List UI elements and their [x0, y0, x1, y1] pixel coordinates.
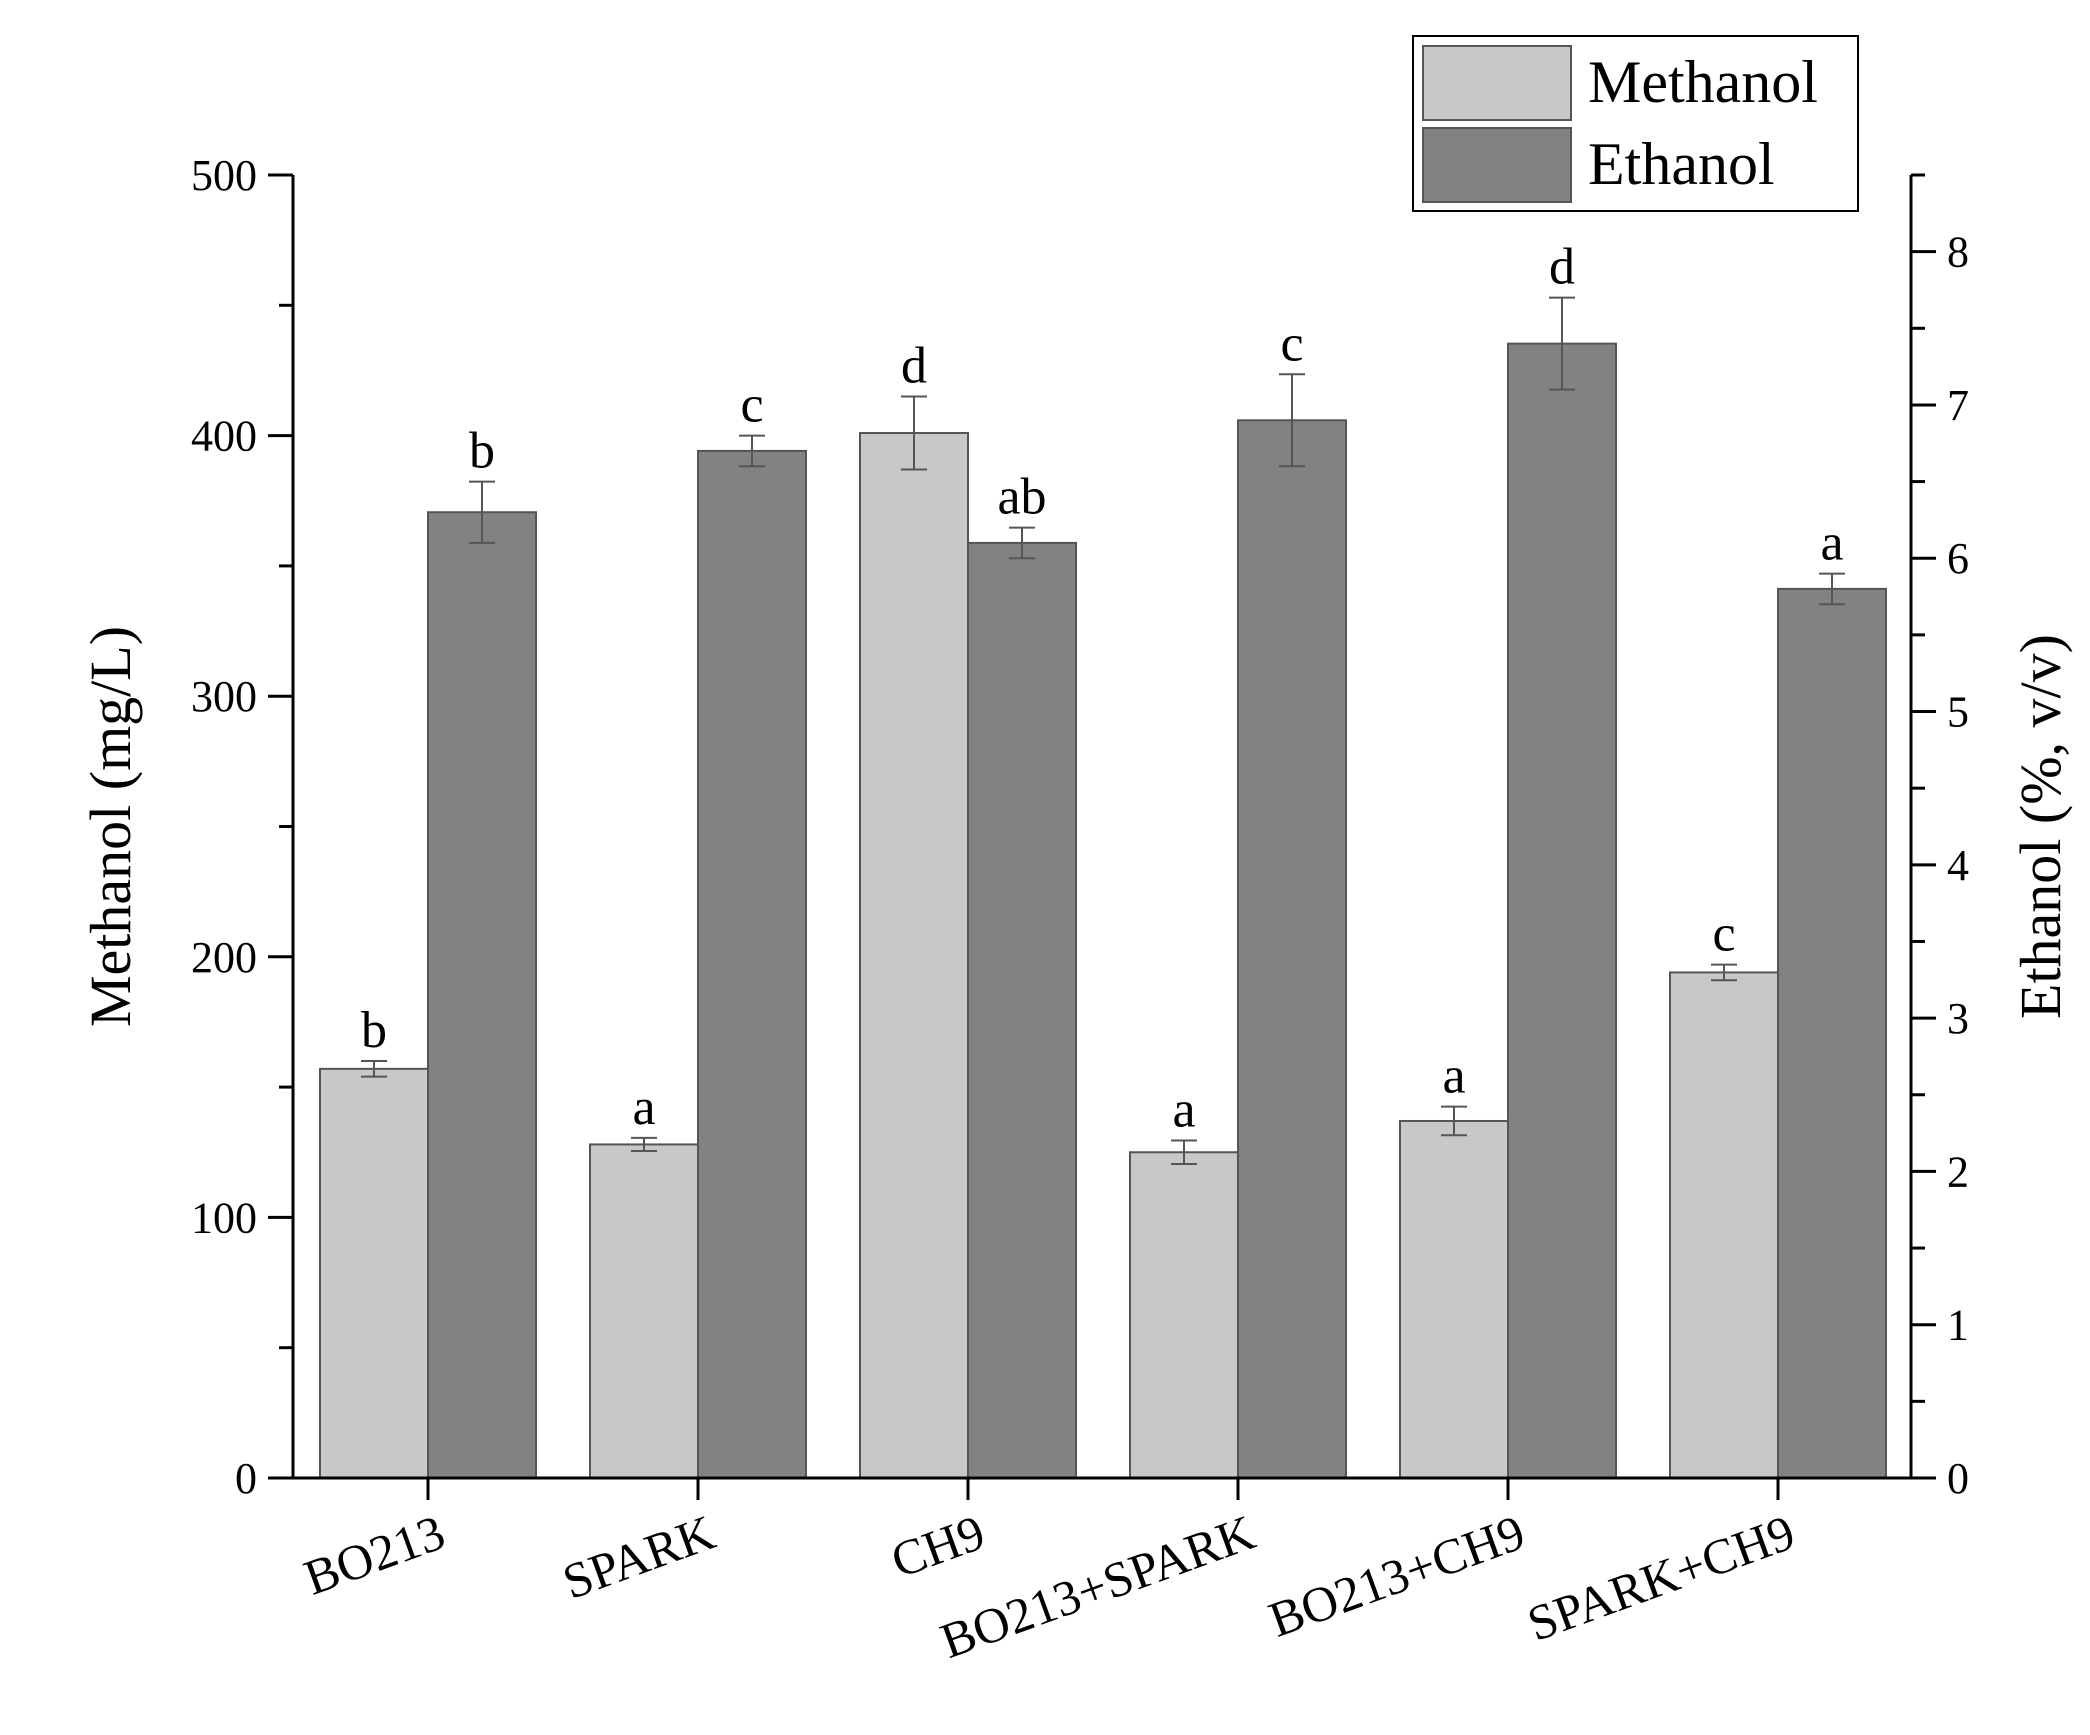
- left-tick-label: 100: [191, 1193, 257, 1242]
- significance-label-methanol-ch9: d: [901, 338, 927, 395]
- legend-label-methanol: Methanol: [1588, 49, 1818, 115]
- legend-label-ethanol: Ethanol: [1588, 131, 1775, 197]
- left-tick-label: 0: [235, 1454, 257, 1503]
- right-tick-label: 5: [1947, 688, 1969, 737]
- bar-methanol-bo213-ch9: [1399, 1119, 1509, 1480]
- significance-label-ethanol-bo213-ch9: d: [1549, 239, 1575, 296]
- right-tick-label: 8: [1947, 228, 1969, 277]
- bar-ethanol-ch9: [967, 541, 1077, 1479]
- left-tick-label: 500: [191, 151, 257, 200]
- left-axis-title: Methanol (mg/L): [78, 626, 143, 1027]
- bar-methanol-bo213: [319, 1067, 429, 1480]
- bar-ethanol-bo213-spark: [1237, 419, 1347, 1479]
- error-bars-layer: [361, 296, 1845, 1165]
- left-tick-label: 200: [191, 933, 257, 982]
- right-tick-label: 2: [1947, 1147, 1969, 1196]
- error-bar-ethanol-spark: [739, 434, 765, 468]
- error-bar-ethanol-spark-ch9: [1819, 572, 1845, 606]
- bar-methanol-bo213-spark: [1129, 1151, 1239, 1479]
- significance-label-methanol-bo213: b: [361, 1002, 387, 1059]
- bars-layer: [319, 342, 1887, 1480]
- error-bar-ethanol-bo213: [469, 480, 495, 544]
- category-label-spark: SPARK: [555, 1504, 721, 1610]
- significance-label-ethanol-bo213: b: [469, 423, 495, 480]
- bar-methanol-spark-ch9: [1669, 971, 1779, 1479]
- significance-label-ethanol-spark-ch9: a: [1820, 515, 1843, 572]
- bar-ethanol-spark-ch9: [1777, 587, 1887, 1479]
- error-bar-ethanol-ch9: [1009, 526, 1035, 560]
- right-tick-label: 6: [1947, 534, 1969, 583]
- category-label-bo213: BO213: [297, 1504, 452, 1606]
- significance-label-methanol-bo213-spark: a: [1172, 1082, 1195, 1139]
- legend-swatch-methanol: [1422, 45, 1572, 121]
- right-tick-label: 7: [1947, 381, 1969, 430]
- error-bar-methanol-ch9: [901, 395, 927, 471]
- error-bar-methanol-bo213-spark: [1171, 1139, 1197, 1165]
- error-bar-ethanol-bo213-ch9: [1549, 296, 1575, 391]
- category-label-spark-ch9: SPARK+CH9: [1520, 1504, 1802, 1652]
- significance-label-methanol-bo213-ch9: a: [1442, 1048, 1465, 1105]
- error-bar-methanol-bo213: [361, 1060, 387, 1078]
- bar-ethanol-spark: [697, 449, 807, 1479]
- right-axis-title: Ethanol (%, v/v): [2008, 634, 2073, 1019]
- legend: Methanol Ethanol: [1412, 35, 1859, 212]
- right-tick-label: 4: [1947, 841, 1969, 890]
- significance-label-ethanol-ch9: ab: [997, 469, 1046, 526]
- bar-methanol-spark: [589, 1143, 699, 1479]
- significance-label-methanol-spark: a: [632, 1079, 655, 1136]
- legend-swatch-ethanol: [1422, 127, 1572, 203]
- significance-label-ethanol-bo213-spark: c: [1280, 315, 1303, 372]
- bar-ethanol-bo213: [427, 511, 537, 1479]
- category-label-bo213-ch9: BO213+CH9: [1262, 1504, 1532, 1648]
- error-bar-methanol-bo213-ch9: [1441, 1105, 1467, 1137]
- right-tick-label: 3: [1947, 994, 1969, 1043]
- significance-label-ethanol-spark: c: [740, 377, 763, 434]
- category-label-bo213-spark: BO213+SPARK: [933, 1504, 1262, 1669]
- left-tick-label: 400: [191, 412, 257, 461]
- significance-labels-layer: b b a c d ab a c a d c a: [361, 239, 1844, 1139]
- right-tick-label: 1: [1947, 1301, 1969, 1350]
- right-tick-label: 0: [1947, 1454, 1969, 1503]
- significance-label-methanol-spark-ch9: c: [1712, 906, 1735, 963]
- bar-ethanol-bo213-ch9: [1507, 342, 1617, 1479]
- bar-methanol-ch9: [859, 431, 969, 1479]
- category-label-ch9: CH9: [884, 1504, 992, 1589]
- error-bar-ethanol-bo213-spark: [1279, 373, 1305, 468]
- error-bar-methanol-spark: [631, 1136, 657, 1152]
- left-tick-label: 300: [191, 672, 257, 721]
- error-bar-methanol-spark-ch9: [1711, 963, 1737, 982]
